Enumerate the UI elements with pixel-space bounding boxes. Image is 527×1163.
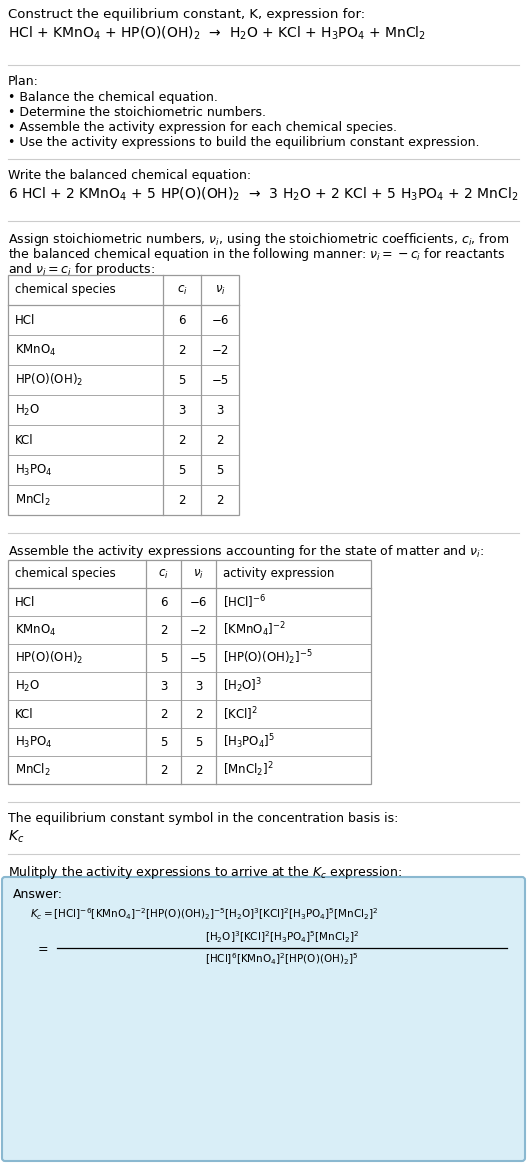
Text: $K_c = [\mathrm{HCl}]^{-6}[\mathrm{KMnO_4}]^{-2}[\mathrm{HP(O)(OH)_2}]^{-5}[\mat: $K_c = [\mathrm{HCl}]^{-6}[\mathrm{KMnO_… bbox=[30, 906, 378, 921]
Text: Construct the equilibrium constant, K, expression for:: Construct the equilibrium constant, K, e… bbox=[8, 8, 365, 21]
Text: 5: 5 bbox=[160, 735, 167, 749]
Text: 2: 2 bbox=[178, 493, 186, 507]
Text: $=$: $=$ bbox=[35, 942, 48, 955]
Text: $\nu_i$: $\nu_i$ bbox=[214, 284, 226, 297]
Text: [KMnO$_4$]$^{-2}$: [KMnO$_4$]$^{-2}$ bbox=[223, 621, 286, 640]
Text: −2: −2 bbox=[190, 623, 207, 636]
Text: [MnCl$_2$]$^2$: [MnCl$_2$]$^2$ bbox=[223, 761, 274, 779]
Text: The equilibrium constant symbol in the concentration basis is:: The equilibrium constant symbol in the c… bbox=[8, 812, 398, 825]
Text: 2: 2 bbox=[195, 763, 202, 777]
Text: Mulitply the activity expressions to arrive at the $K_c$ expression:: Mulitply the activity expressions to arr… bbox=[8, 864, 402, 882]
Text: HP(O)(OH)$_2$: HP(O)(OH)$_2$ bbox=[15, 650, 83, 666]
Text: HCl + KMnO$_4$ + HP(O)(OH)$_2$  →  H$_2$O + KCl + H$_3$PO$_4$ + MnCl$_2$: HCl + KMnO$_4$ + HP(O)(OH)$_2$ → H$_2$O … bbox=[8, 24, 426, 42]
Text: Assemble the activity expressions accounting for the state of matter and $\nu_i$: Assemble the activity expressions accoun… bbox=[8, 543, 484, 561]
Text: 3: 3 bbox=[178, 404, 186, 416]
Text: 5: 5 bbox=[178, 464, 186, 477]
Text: [HCl]$^{-6}$: [HCl]$^{-6}$ bbox=[223, 593, 266, 611]
Text: 2: 2 bbox=[178, 434, 186, 447]
Text: 6 HCl + 2 KMnO$_4$ + 5 HP(O)(OH)$_2$  →  3 H$_2$O + 2 KCl + 5 H$_3$PO$_4$ + 2 Mn: 6 HCl + 2 KMnO$_4$ + 5 HP(O)(OH)$_2$ → 3… bbox=[8, 186, 519, 204]
Text: KMnO$_4$: KMnO$_4$ bbox=[15, 342, 56, 357]
Text: 5: 5 bbox=[160, 651, 167, 664]
Text: 2: 2 bbox=[160, 763, 167, 777]
Text: Answer:: Answer: bbox=[13, 889, 63, 901]
Text: $\nu_i$: $\nu_i$ bbox=[193, 568, 204, 580]
Text: $[\mathrm{H_2O}]^{3}[\mathrm{KCl}]^{2}[\mathrm{H_3PO_4}]^{5}[\mathrm{MnCl_2}]^{2: $[\mathrm{H_2O}]^{3}[\mathrm{KCl}]^{2}[\… bbox=[205, 929, 359, 946]
Text: −5: −5 bbox=[211, 373, 229, 386]
Text: Assign stoichiometric numbers, $\nu_i$, using the stoichiometric coefficients, $: Assign stoichiometric numbers, $\nu_i$, … bbox=[8, 231, 509, 248]
Text: 2: 2 bbox=[160, 623, 167, 636]
Text: 5: 5 bbox=[216, 464, 223, 477]
Text: Plan:: Plan: bbox=[8, 74, 39, 88]
Text: 3: 3 bbox=[216, 404, 223, 416]
Text: MnCl$_2$: MnCl$_2$ bbox=[15, 762, 51, 778]
Text: [HP(O)(OH)$_2$]$^{-5}$: [HP(O)(OH)$_2$]$^{-5}$ bbox=[223, 649, 313, 668]
Text: and $\nu_i = c_i$ for products:: and $\nu_i = c_i$ for products: bbox=[8, 261, 155, 278]
Text: 3: 3 bbox=[160, 679, 167, 692]
Text: KMnO$_4$: KMnO$_4$ bbox=[15, 622, 56, 637]
Text: HCl: HCl bbox=[15, 595, 35, 608]
Text: 6: 6 bbox=[160, 595, 167, 608]
Text: HP(O)(OH)$_2$: HP(O)(OH)$_2$ bbox=[15, 372, 83, 388]
Text: 2: 2 bbox=[216, 434, 224, 447]
Text: activity expression: activity expression bbox=[223, 568, 334, 580]
Bar bbox=[8, 274, 239, 515]
Text: 5: 5 bbox=[178, 373, 186, 386]
Text: $K_c$: $K_c$ bbox=[8, 829, 24, 846]
Text: $[\mathrm{HCl}]^{6}[\mathrm{KMnO_4}]^{2}[\mathrm{HP(O)(OH)_2}]^{5}$: $[\mathrm{HCl}]^{6}[\mathrm{KMnO_4}]^{2}… bbox=[206, 951, 358, 966]
Text: 2: 2 bbox=[195, 707, 202, 721]
Text: H$_3$PO$_4$: H$_3$PO$_4$ bbox=[15, 463, 53, 478]
Text: 2: 2 bbox=[178, 343, 186, 357]
Text: [H$_2$O]$^3$: [H$_2$O]$^3$ bbox=[223, 677, 262, 695]
Text: 2: 2 bbox=[216, 493, 224, 507]
Text: [H$_3$PO$_4$]$^5$: [H$_3$PO$_4$]$^5$ bbox=[223, 733, 275, 751]
Text: [KCl]$^2$: [KCl]$^2$ bbox=[223, 705, 258, 722]
Text: H$_2$O: H$_2$O bbox=[15, 402, 40, 418]
Text: chemical species: chemical species bbox=[15, 284, 116, 297]
Text: chemical species: chemical species bbox=[15, 568, 116, 580]
Text: $c_i$: $c_i$ bbox=[158, 568, 169, 580]
Text: H$_2$O: H$_2$O bbox=[15, 678, 40, 693]
Text: $c_i$: $c_i$ bbox=[177, 284, 188, 297]
Text: 5: 5 bbox=[195, 735, 202, 749]
Text: HCl: HCl bbox=[15, 314, 35, 327]
Text: 6: 6 bbox=[178, 314, 186, 327]
Text: • Assemble the activity expression for each chemical species.: • Assemble the activity expression for e… bbox=[8, 121, 397, 134]
Text: H$_3$PO$_4$: H$_3$PO$_4$ bbox=[15, 735, 53, 749]
Text: KCl: KCl bbox=[15, 434, 34, 447]
Bar bbox=[8, 561, 371, 784]
Text: • Use the activity expressions to build the equilibrium constant expression.: • Use the activity expressions to build … bbox=[8, 136, 480, 149]
Text: 2: 2 bbox=[160, 707, 167, 721]
Text: −2: −2 bbox=[211, 343, 229, 357]
Text: Write the balanced chemical equation:: Write the balanced chemical equation: bbox=[8, 169, 251, 181]
Text: MnCl$_2$: MnCl$_2$ bbox=[15, 492, 51, 508]
Text: • Balance the chemical equation.: • Balance the chemical equation. bbox=[8, 91, 218, 104]
Text: 3: 3 bbox=[195, 679, 202, 692]
FancyBboxPatch shape bbox=[2, 877, 525, 1161]
Text: −6: −6 bbox=[190, 595, 207, 608]
Text: KCl: KCl bbox=[15, 707, 34, 721]
Text: −5: −5 bbox=[190, 651, 207, 664]
Text: • Determine the stoichiometric numbers.: • Determine the stoichiometric numbers. bbox=[8, 106, 266, 119]
Text: −6: −6 bbox=[211, 314, 229, 327]
Text: the balanced chemical equation in the following manner: $\nu_i = -c_i$ for react: the balanced chemical equation in the fo… bbox=[8, 247, 505, 263]
